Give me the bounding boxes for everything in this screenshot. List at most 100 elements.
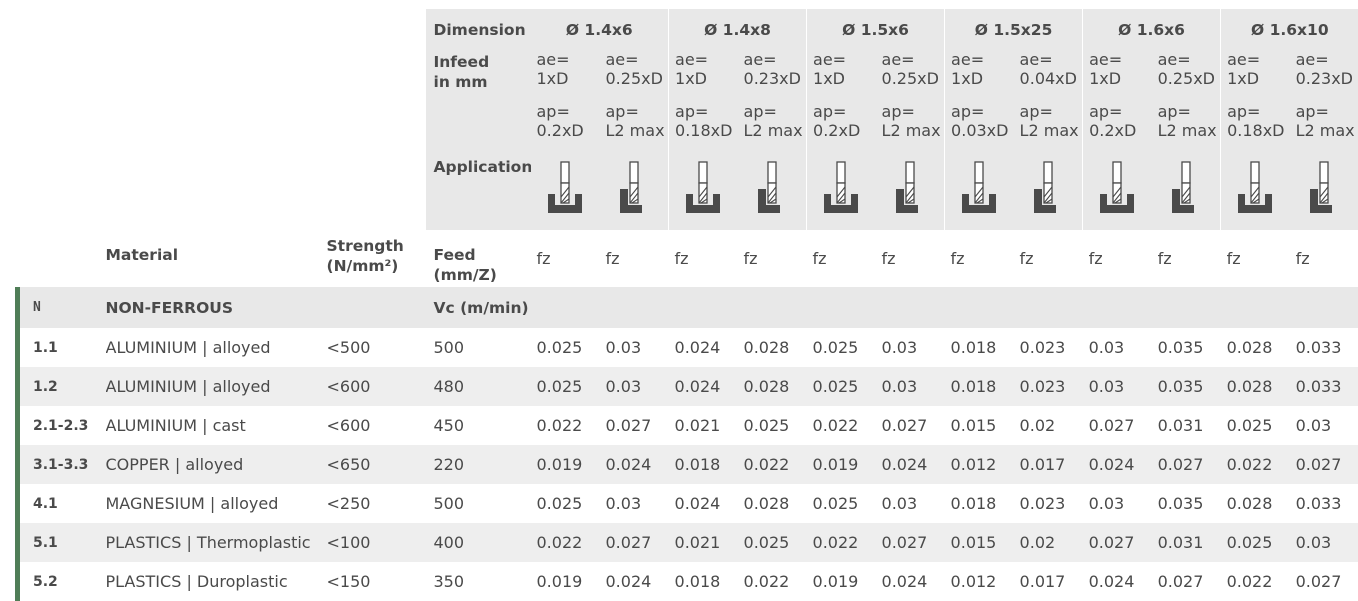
material-code: 5.2 <box>15 562 106 601</box>
fz-value: 0.03 <box>599 367 669 406</box>
fz-value: 0.025 <box>743 416 790 435</box>
material-code: 5.1 <box>15 523 106 562</box>
fz-value: 0.022 <box>1226 572 1273 591</box>
fz-value: 0.024 <box>881 572 928 591</box>
table-row: 2.1-2.3 ALUMINIUM | cast <600 450 0.022 0.027… <box>15 406 1358 445</box>
fz-value: 0.033 <box>1289 367 1358 406</box>
fz-value: 0.022 <box>806 523 876 562</box>
fz-value: 0.018 <box>944 367 1014 406</box>
fz-value: 0.027 <box>881 416 928 435</box>
fz-value: 0.028 <box>1220 367 1290 406</box>
empty-cell <box>1289 287 1358 328</box>
empty-cell <box>327 150 426 230</box>
fz-value: 0.031 <box>1151 523 1221 562</box>
vc-label: Vc (m/min) <box>425 287 531 328</box>
material-name: PLASTICS | Duroplastic <box>105 572 288 591</box>
fz-value: 0.022 <box>536 416 583 435</box>
side-milling-icon <box>599 150 670 230</box>
ae-value: ae= 1xD <box>668 50 738 102</box>
fz-value: 0.019 <box>536 572 583 591</box>
material-name: ALUMINIUM | alloyed <box>105 367 327 406</box>
material-name: MAGNESIUM | alloyed <box>105 494 279 513</box>
empty-cell <box>737 287 807 328</box>
side-milling-icon <box>1151 150 1222 230</box>
fz-value: 0.02 <box>1019 416 1056 435</box>
fz-header: fz <box>812 249 827 268</box>
table-row: 5.1 PLASTICS | Thermoplastic <100 400 0.022 0… <box>15 523 1358 562</box>
fz-value: 0.03 <box>1295 416 1332 435</box>
fz-value: 0.03 <box>605 494 642 513</box>
ap-value: ap= L2 max <box>1013 102 1084 150</box>
fz-value: 0.025 <box>806 367 876 406</box>
fz-header: fz <box>1088 249 1103 268</box>
material-code: 2.1-2.3 <box>15 406 106 445</box>
fz-value: 0.03 <box>1088 494 1125 513</box>
fz-value: 0.028 <box>1226 338 1273 357</box>
fz-value: 0.03 <box>875 367 945 406</box>
ap-value: ap= 0.2xD <box>530 102 600 150</box>
slot-milling-icon <box>824 161 859 213</box>
ae-value: ae= 1xD <box>530 50 600 102</box>
fz-header: fz <box>1226 249 1241 268</box>
material-header: Material <box>105 245 179 264</box>
fz-value: 0.024 <box>674 338 721 357</box>
fz-value: 0.023 <box>1019 338 1066 357</box>
ae-value: ae= 0.23xD <box>737 50 808 102</box>
vc-value: 500 <box>433 338 465 357</box>
ap-value: ap= L2 max <box>599 102 670 150</box>
slot-milling-icon <box>806 150 876 230</box>
fz-value: 0.022 <box>812 416 859 435</box>
side-milling-icon <box>1171 161 1194 213</box>
ap-value: ap= 0.18xD <box>668 102 738 150</box>
infeed-ae-row: Infeed in mm ae= 1xD ae= 0.25xD ae= 1xD ae= 0.23x… <box>18 50 1358 102</box>
slot-milling-icon <box>668 150 738 230</box>
empty-cell <box>599 287 669 328</box>
fz-header: fz <box>605 249 620 268</box>
side-milling-icon <box>1033 161 1056 213</box>
fz-value: 0.012 <box>944 445 1014 484</box>
dimension-header: Ø 1.5x6 <box>806 9 946 50</box>
fz-value: 0.027 <box>1295 572 1342 591</box>
strength-value: <150 <box>326 572 371 591</box>
side-milling-icon <box>619 161 642 213</box>
fz-header: fz <box>743 249 758 268</box>
slot-milling-icon <box>1082 150 1152 230</box>
material-code: 4.1 <box>15 484 106 523</box>
fz-value: 0.025 <box>536 494 583 513</box>
empty-cell <box>806 287 876 328</box>
dimension-header: Ø 1.6x10 <box>1220 9 1358 50</box>
fz-value: 0.017 <box>1013 445 1083 484</box>
fz-value: 0.027 <box>1082 523 1152 562</box>
strength-value: <600 <box>326 416 371 435</box>
infeed-label: Infeed in mm <box>425 50 531 102</box>
side-milling-icon <box>737 150 808 230</box>
fz-value: 0.024 <box>599 445 669 484</box>
material-name: ALUMINIUM | alloyed <box>105 338 271 357</box>
fz-value: 0.024 <box>1082 445 1152 484</box>
fz-value: 0.017 <box>1019 572 1066 591</box>
ap-value: ap= 0.2xD <box>1082 102 1152 150</box>
ap-value: ap= L2 max <box>1289 102 1358 150</box>
slot-milling-icon <box>530 150 600 230</box>
fz-value: 0.015 <box>950 416 997 435</box>
fz-value: 0.027 <box>1157 572 1204 591</box>
slot-milling-icon <box>962 161 997 213</box>
material-code: 3.1-3.3 <box>15 445 106 484</box>
table-row: 5.2 PLASTICS | Duroplastic <150 350 0.019 0.0… <box>15 562 1358 601</box>
dimension-row: Dimension Ø 1.4x6 Ø 1.4x8 Ø 1.5x6 Ø 1.5x25 Ø … <box>18 9 1358 50</box>
empty-cell <box>530 287 600 328</box>
group-code: N <box>15 287 106 328</box>
vc-value: 450 <box>433 416 465 435</box>
empty-cell <box>106 50 327 102</box>
fz-value: 0.02 <box>1013 523 1083 562</box>
side-milling-icon <box>757 161 780 213</box>
fz-value: 0.021 <box>668 523 738 562</box>
dimension-header: Ø 1.4x8 <box>668 9 808 50</box>
fz-value: 0.027 <box>1151 445 1221 484</box>
fz-header: fz <box>950 249 965 268</box>
fz-value: 0.024 <box>1088 572 1135 591</box>
column-header-row: Material Strength (N/mm²) Feed (mm/Z) fz fz fz f… <box>18 230 1358 287</box>
fz-value: 0.03 <box>605 338 642 357</box>
dimension-header: Ø 1.4x6 <box>530 9 670 50</box>
